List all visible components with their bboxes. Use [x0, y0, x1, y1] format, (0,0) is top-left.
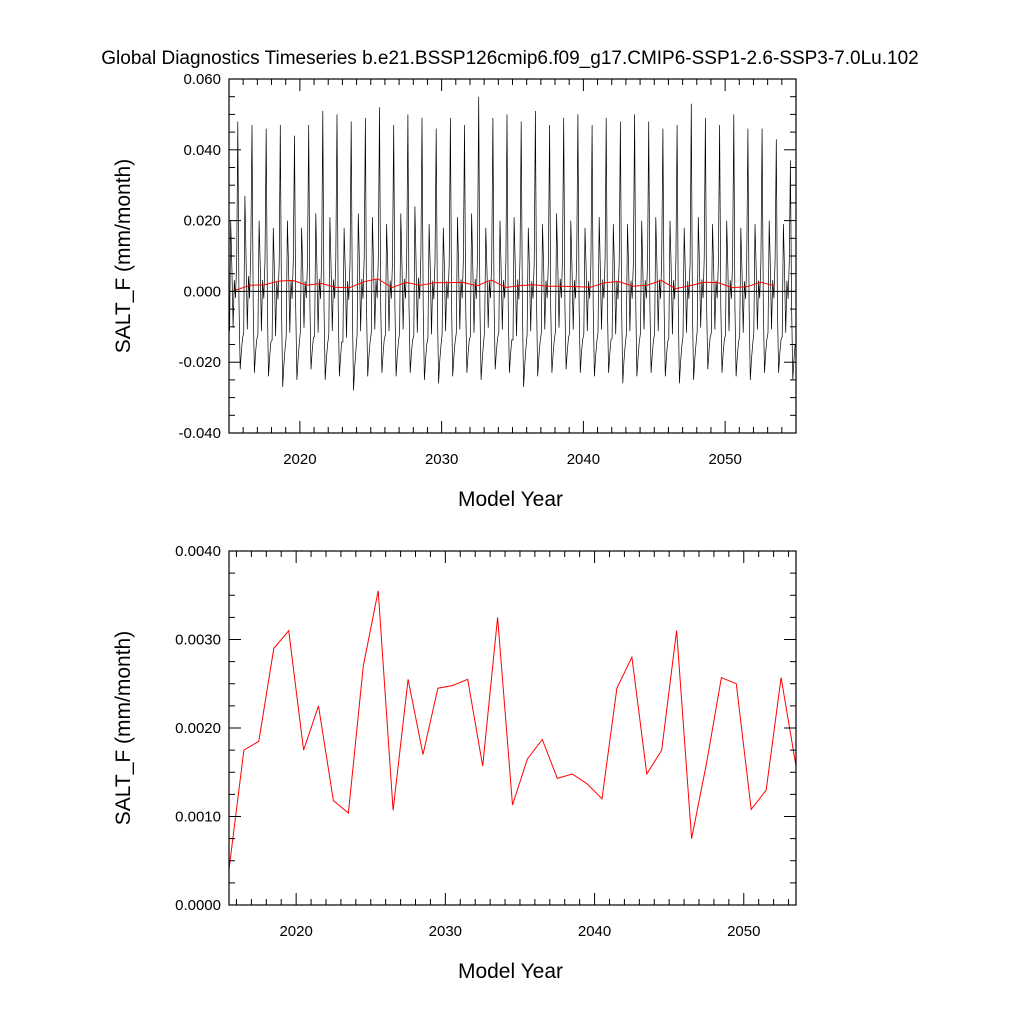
chart-1-y-tick-label: 0.0010	[175, 809, 221, 826]
chart-0-y-tick-label: 0.020	[183, 213, 221, 230]
chart-0-x-tick-label: 2050	[708, 451, 741, 468]
chart-0-y-tick-label: 0.040	[183, 142, 221, 159]
chart-1-x-tick-label: 2020	[279, 923, 312, 940]
chart-0-x-tick-label: 2020	[283, 451, 316, 468]
chart-0-x-axis-label: Model Year	[458, 488, 563, 511]
chart-1-x-axis-label: Model Year	[458, 960, 563, 983]
annual-mean-panel: 2020 2030 2040 2050 0.0000 0.0010 0.0020 0.0030…	[112, 543, 797, 983]
chart-0-y-tick-label: 0.000	[183, 283, 221, 300]
chart-0-x-tick-label: 2030	[425, 451, 458, 468]
chart-1-y-tick-label: 0.0030	[175, 632, 221, 649]
chart-1-x-tick-label: 2040	[578, 923, 611, 940]
chart-0-series-1-line	[235, 278, 775, 291]
chart-0-y-tick-label: 0.060	[183, 71, 221, 88]
chart-1-y-axis-label: SALT_F (mm/month)	[112, 631, 135, 825]
figure-title: Global Diagnostics Timeseries b.e21.BSSP…	[101, 48, 918, 69]
chart-1-y-tick-label: 0.0040	[175, 543, 221, 560]
chart-1-series-0-line	[228, 590, 797, 870]
chart-0-x-tick-label: 2040	[567, 451, 600, 468]
chart-1-x-tick-label: 2050	[727, 923, 760, 940]
chart-0-y-tick-label: -0.020	[178, 354, 221, 371]
chart-0-y-tick-label: -0.040	[178, 425, 221, 442]
chart-1-y-tick-label: 0.0000	[175, 897, 221, 914]
chart-1-plot-frame	[228, 550, 797, 906]
chart-1-x-tick-label: 2030	[429, 923, 462, 940]
chart-0-plot-frame	[228, 78, 797, 434]
monthly-timeseries-panel: 2020 2030 2040 2050 -0.040 -0.020 0.000 0.020 0.…	[112, 71, 797, 511]
chart-0-y-axis-label: SALT_F (mm/month)	[112, 159, 135, 353]
chart-1-y-tick-label: 0.0020	[175, 720, 221, 737]
chart-0-series-0-line	[229, 96, 796, 391]
